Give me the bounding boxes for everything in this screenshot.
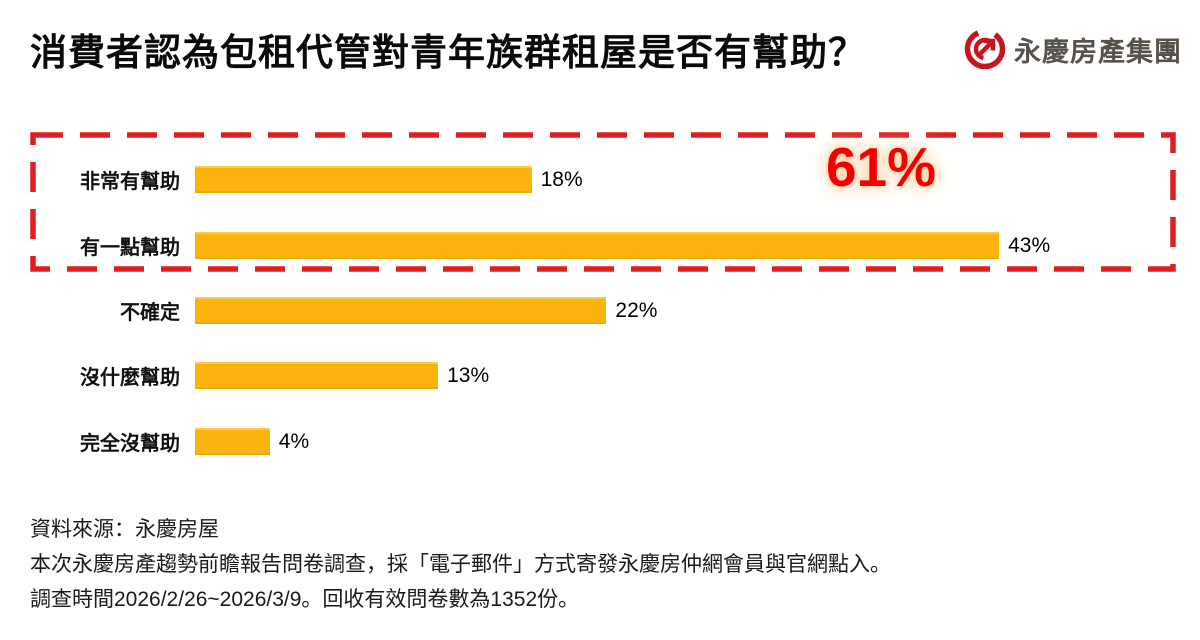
value-label: 13% (447, 363, 490, 387)
category-label: 沒什麼幫助 (80, 367, 180, 389)
yungching-logo-icon (964, 28, 1006, 70)
logo-text: 永慶房產集團 (1014, 36, 1182, 67)
chart-row: 完全沒幫助 4% (30, 428, 309, 455)
chart-row: 非常有幫助 18% (30, 166, 583, 193)
period-line: 調查時間2026/2/26~2026/3/9。回收有效問卷數為1352份。 (30, 588, 580, 611)
chart-row: 沒什麼幫助 13% (30, 362, 489, 389)
bar (195, 428, 270, 455)
category-label: 完全沒幫助 (80, 433, 180, 455)
bar (195, 297, 607, 324)
value-label: 18% (540, 167, 583, 191)
bar (195, 166, 532, 193)
bar (195, 232, 1000, 259)
source-line: 資料來源：永慶房屋 (30, 518, 219, 541)
bar (195, 362, 439, 389)
logo: 永慶房產集團 (962, 26, 1182, 72)
highlight-value: 61% (825, 136, 937, 198)
category-label: 非常有幫助 (80, 171, 180, 193)
value-label: 43% (1008, 233, 1051, 257)
page-title: 消費者認為包租代管對青年族群租屋是否有幫助？ (30, 32, 866, 73)
value-label: 22% (615, 298, 658, 322)
category-label: 有一點幫助 (80, 237, 180, 259)
chart-row: 有一點幫助 43% (30, 232, 1050, 259)
highlight-box (30, 132, 1176, 272)
footer: 資料來源：永慶房屋 本次永慶房產趨勢前瞻報告問卷調查，採「電子郵件」方式寄發永慶… (30, 512, 891, 617)
value-label: 4% (278, 429, 310, 453)
chart-row: 不確定 22% (30, 297, 657, 324)
method-line: 本次永慶房產趨勢前瞻報告問卷調查，採「電子郵件」方式寄發永慶房仲網會員與官網點入… (30, 553, 891, 576)
category-label: 不確定 (120, 302, 180, 324)
